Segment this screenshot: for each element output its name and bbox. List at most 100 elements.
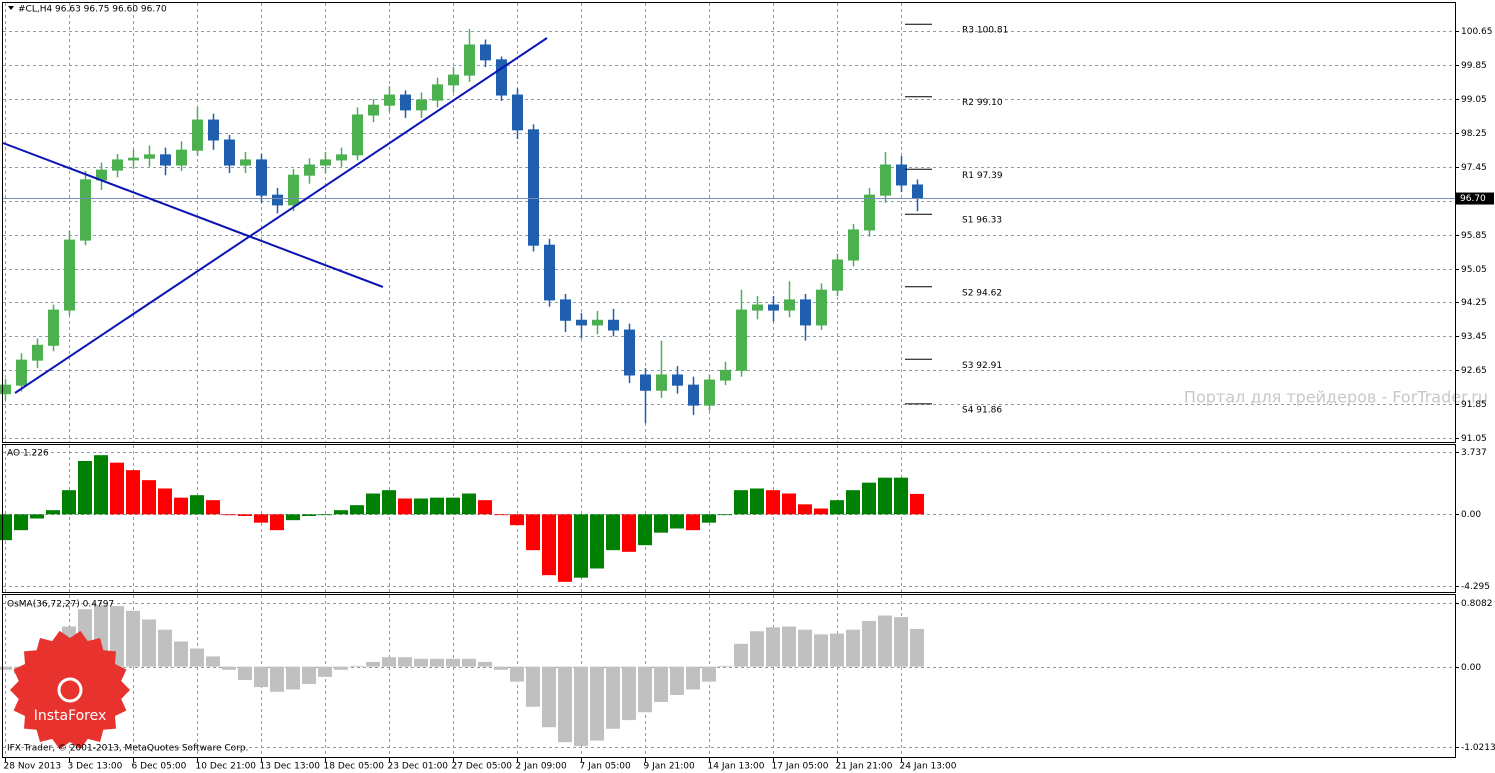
histogram-bar <box>254 666 268 688</box>
histogram-bar <box>766 490 780 515</box>
histogram-bar <box>590 666 604 741</box>
candle-body <box>672 374 683 386</box>
histogram-bar <box>878 615 892 667</box>
x-tick-label: 28 Nov 2013 <box>4 762 62 772</box>
histogram-bar <box>702 666 716 682</box>
candle-body <box>192 119 203 151</box>
histogram-bar <box>654 514 668 533</box>
candle-body <box>592 319 603 326</box>
candle-body <box>784 299 795 311</box>
histogram-bar <box>494 514 508 516</box>
histogram-bar <box>270 666 284 692</box>
candle-body <box>128 157 139 161</box>
histogram-bar <box>382 657 396 667</box>
histogram-bar <box>270 514 284 531</box>
candle-body <box>576 319 587 326</box>
histogram-bar <box>286 514 300 521</box>
histogram-bar <box>670 514 684 529</box>
candle-body <box>64 239 75 311</box>
candle-body <box>80 179 91 241</box>
histogram-bar <box>222 514 236 516</box>
histogram-bar <box>654 666 668 703</box>
histogram-bar <box>78 461 92 515</box>
histogram-bar <box>846 629 860 667</box>
histogram-bar <box>302 666 316 684</box>
last-price-label: 96.70 <box>1460 194 1486 204</box>
histogram-bar <box>302 514 316 516</box>
histogram-bar <box>510 514 524 526</box>
histogram-bar <box>894 617 908 667</box>
x-tick-label: 23 Dec 01:00 <box>388 762 449 772</box>
candle-body <box>256 159 267 196</box>
histogram-bar <box>190 648 204 667</box>
candle-body <box>512 94 523 131</box>
histogram-bar <box>318 514 332 516</box>
candle-body <box>384 94 395 106</box>
histogram-bar <box>222 666 236 670</box>
logo-text: InstaForex <box>34 708 107 724</box>
histogram-bar <box>606 666 620 729</box>
histogram-bar <box>334 666 348 670</box>
indicator-title: OsMA(36,72,27) 0.4797 <box>7 600 114 610</box>
x-tick-label: 9 Jan 21:00 <box>644 762 696 772</box>
panel-border <box>2 2 1456 443</box>
candle-body <box>752 304 763 311</box>
histogram-bar <box>878 477 892 515</box>
candle-body <box>800 299 811 326</box>
candle-body <box>240 159 251 166</box>
histogram-bar <box>478 500 492 515</box>
candle-body <box>400 94 411 111</box>
histogram-bar <box>814 508 828 515</box>
x-tick-label: 14 Jan 13:00 <box>708 762 765 772</box>
candle-body <box>352 114 363 156</box>
histogram-bar <box>398 498 412 515</box>
panel-border <box>2 444 1456 593</box>
candle-body <box>272 194 283 206</box>
candle-body <box>32 344 43 361</box>
histogram-bar <box>462 493 476 515</box>
candle-body <box>816 289 827 326</box>
histogram-bar <box>574 666 588 747</box>
candle-body <box>608 319 619 331</box>
histogram-bar <box>334 510 348 515</box>
chart-title: #CL,H4 96.63 96.75 96.60 96.70 <box>18 5 167 15</box>
histogram-bar <box>510 666 524 682</box>
candle-body <box>0 384 11 395</box>
y-tick-label: 99.85 <box>1461 61 1487 71</box>
histogram-bar <box>910 628 924 667</box>
candle-body <box>832 259 843 291</box>
histogram-bar <box>638 666 652 713</box>
histogram-bar <box>286 666 300 690</box>
data-layer <box>0 23 1455 747</box>
y-tick-label: 93.45 <box>1461 332 1487 342</box>
histogram-bar <box>750 631 764 667</box>
candle-body <box>416 99 427 111</box>
menu-icon[interactable] <box>8 6 14 10</box>
logo-badge <box>10 630 130 750</box>
pivot-label: S4 91.86 <box>962 405 1002 415</box>
candle-body <box>656 374 667 391</box>
x-tick-label: 13 Dec 13:00 <box>260 762 321 772</box>
histogram-bar <box>590 514 604 569</box>
x-tick-label: 18 Dec 05:00 <box>324 762 385 772</box>
histogram-bar <box>462 658 476 667</box>
histogram-bar <box>526 514 540 551</box>
candle-body <box>560 299 571 321</box>
histogram-bar <box>0 666 12 670</box>
histogram-bar <box>718 665 732 667</box>
y-tick-label: 98.25 <box>1461 129 1487 139</box>
histogram-bar <box>158 629 172 667</box>
y-tick-label: 91.05 <box>1461 434 1487 444</box>
candle-body <box>480 44 491 61</box>
y-tick-label: -4.295 <box>1461 582 1490 592</box>
histogram-bar <box>254 514 268 523</box>
histogram-bar <box>430 658 444 667</box>
y-tick-label: -1.0213 <box>1461 743 1495 753</box>
histogram-bar <box>686 666 700 690</box>
histogram-bar <box>702 514 716 523</box>
candle-body <box>320 159 331 166</box>
histogram-bar <box>414 658 428 667</box>
candle-body <box>544 244 555 301</box>
x-tick-label: 21 Jan 21:00 <box>836 762 893 772</box>
histogram-bar <box>606 514 620 551</box>
